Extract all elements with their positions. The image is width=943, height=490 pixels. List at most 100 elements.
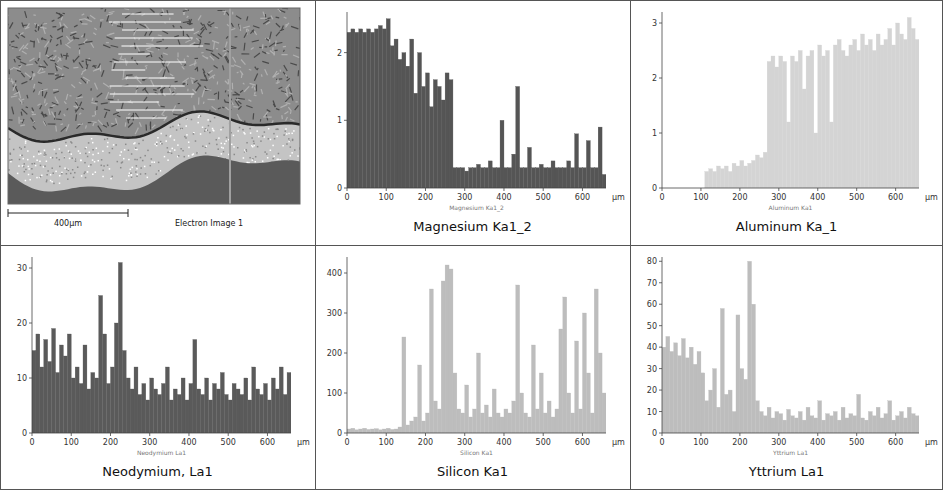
texture — [246, 106, 252, 108]
scan-bar — [252, 367, 256, 433]
texture — [125, 122, 127, 126]
speckle — [25, 169, 27, 171]
scan-bar — [903, 418, 907, 433]
scan-bar — [429, 289, 433, 433]
texture — [48, 123, 56, 124]
speckle — [156, 142, 158, 144]
speckle — [21, 155, 23, 157]
speckle — [102, 150, 104, 152]
texture — [63, 13, 65, 14]
texture — [287, 78, 290, 81]
texture — [74, 25, 77, 27]
texture — [21, 81, 27, 83]
texture — [238, 106, 241, 109]
texture — [269, 42, 275, 46]
texture — [161, 114, 164, 115]
speckle — [43, 154, 45, 156]
scan-line — [116, 110, 183, 111]
scan-bar — [531, 168, 535, 188]
texture — [280, 29, 284, 31]
texture — [256, 85, 257, 92]
scan-bar — [806, 407, 810, 433]
scan-bar — [837, 420, 841, 433]
x-tick — [856, 433, 857, 436]
texture — [79, 19, 85, 20]
speckle — [77, 166, 79, 168]
y-tick — [344, 393, 347, 394]
panel-caption: Aluminum Ka_1 — [736, 219, 837, 234]
speckle — [109, 168, 111, 170]
speckle — [291, 152, 293, 154]
speckle — [289, 140, 291, 142]
texture — [79, 62, 83, 68]
speckle — [120, 167, 122, 169]
speckle — [292, 140, 294, 142]
speckle — [278, 153, 280, 155]
speckle — [253, 140, 255, 142]
speckle — [224, 143, 226, 145]
texture — [46, 47, 48, 55]
scan-bar — [798, 412, 802, 433]
y-tick-label: 70 — [647, 279, 657, 288]
texture — [209, 32, 211, 34]
scan-bar — [371, 32, 375, 188]
speckle — [195, 140, 197, 142]
speckle — [45, 154, 47, 156]
boundary-line — [8, 111, 300, 141]
speckle — [169, 151, 171, 153]
texture — [85, 125, 87, 128]
scan-bar — [173, 389, 177, 433]
texture — [33, 89, 34, 92]
speckle — [196, 152, 198, 154]
scan-bar — [794, 62, 798, 189]
speckle — [27, 159, 29, 161]
scan-bar — [236, 389, 240, 433]
texture — [45, 41, 50, 47]
texture — [42, 112, 44, 118]
texture — [183, 21, 189, 23]
scan-bar — [67, 334, 71, 433]
speckle — [258, 136, 260, 138]
scan-line — [122, 30, 194, 31]
texture — [290, 119, 295, 121]
texture — [183, 30, 184, 36]
y-tick — [659, 188, 662, 189]
texture — [48, 55, 53, 58]
texture — [66, 124, 69, 131]
scan-bar — [492, 389, 496, 433]
scan-bar — [524, 413, 528, 433]
texture — [254, 74, 257, 81]
texture — [103, 83, 109, 87]
y-tick-label: 3 — [652, 19, 657, 28]
scan-bar — [79, 384, 83, 434]
texture — [232, 12, 233, 15]
speckle — [174, 149, 176, 151]
texture — [234, 65, 241, 68]
speckle — [286, 133, 288, 135]
scan-bar — [445, 265, 449, 433]
speckle — [103, 165, 105, 167]
texture — [128, 123, 133, 128]
scan-bar — [872, 51, 876, 189]
texture — [61, 17, 62, 21]
speckle — [66, 145, 68, 147]
speckle — [25, 141, 27, 143]
texture — [56, 44, 58, 46]
x-tick-label: 600 — [260, 438, 275, 447]
x-tick-label: 600 — [575, 193, 590, 202]
speckle — [234, 154, 236, 156]
speckle — [29, 179, 31, 181]
y-tick — [344, 52, 347, 53]
scan-bar — [216, 389, 220, 433]
texture — [45, 114, 46, 117]
speckle — [92, 149, 94, 151]
texture — [82, 70, 86, 72]
y-tick — [659, 133, 662, 134]
scan-bar — [528, 417, 532, 433]
scan-bar — [201, 395, 205, 434]
texture — [35, 24, 37, 28]
speckle — [144, 155, 146, 157]
texture — [80, 102, 82, 107]
inner-label: Aluminum Ka1 — [769, 204, 813, 211]
image-caption: Electron Image 1 — [175, 219, 243, 228]
